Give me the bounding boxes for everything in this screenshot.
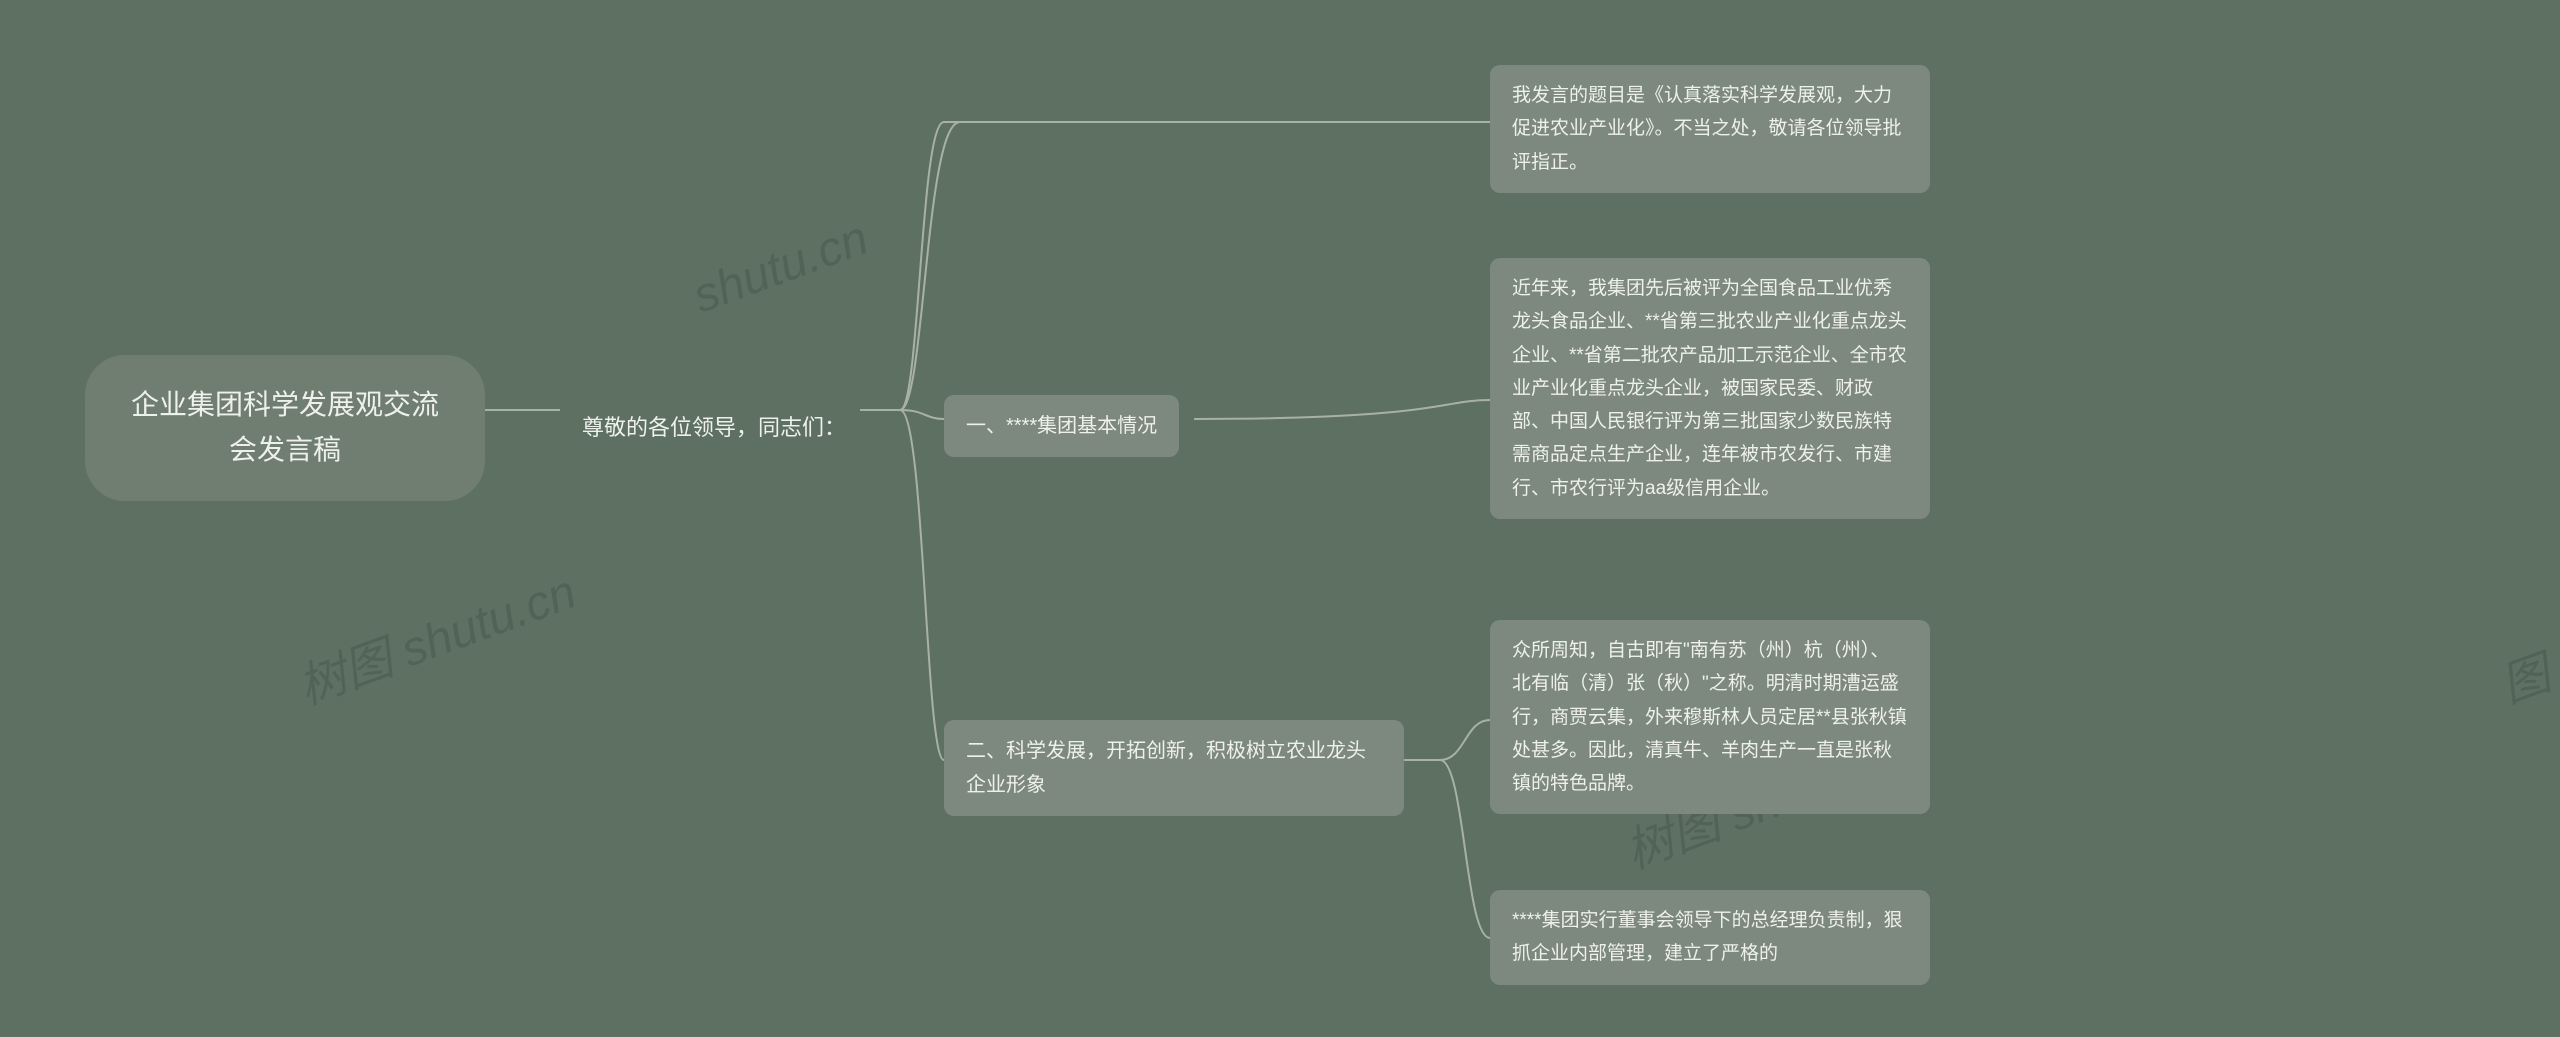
node-text: 众所周知，自古即有"南有苏（州）杭（州）、北有临（清）张（秋）"之称。明清时期漕…: [1512, 640, 1907, 794]
root-line1: 企业集团科学发展观交流: [131, 389, 439, 420]
watermark: 图: [2489, 634, 2558, 716]
leaf-history[interactable]: 众所周知，自古即有"南有苏（州）杭（州）、北有临（清）张（秋）"之称。明清时期漕…: [1490, 620, 1930, 814]
node-text: 近年来，我集团先后被评为全国食品工业优秀龙头食品企业、**省第三批农业产业化重点…: [1512, 278, 1907, 499]
connector-layer: [0, 0, 2560, 1037]
node-section-1[interactable]: 一、****集团基本情况: [944, 395, 1179, 457]
node-greeting[interactable]: 尊敬的各位领导，同志们：: [560, 395, 868, 460]
node-section-2[interactable]: 二、科学发展，开拓创新，积极树立农业龙头企业形象: [944, 720, 1404, 816]
watermark: shutu.cn: [686, 211, 875, 325]
leaf-intro[interactable]: 我发言的题目是《认真落实科学发展观，大力促进农业产业化》。不当之处，敬请各位领导…: [1490, 65, 1930, 193]
leaf-governance[interactable]: ****集团实行董事会领导下的总经理负责制，狠抓企业内部管理，建立了严格的: [1490, 890, 1930, 985]
leaf-awards[interactable]: 近年来，我集团先后被评为全国食品工业优秀龙头食品企业、**省第三批农业产业化重点…: [1490, 258, 1930, 519]
watermark: 树图 shutu.cn: [287, 552, 584, 717]
root-line2: 会发言稿: [229, 434, 341, 465]
node-text: 尊敬的各位领导，同志们：: [582, 415, 846, 440]
node-text: ****集团实行董事会领导下的总经理负责制，狠抓企业内部管理，建立了严格的: [1512, 910, 1903, 964]
node-text: 一、****集团基本情况: [966, 415, 1157, 437]
node-text: 我发言的题目是《认真落实科学发展观，大力促进农业产业化》。不当之处，敬请各位领导…: [1512, 85, 1902, 173]
mindmap-root[interactable]: 企业集团科学发展观交流 会发言稿: [85, 355, 485, 501]
node-text: 二、科学发展，开拓创新，积极树立农业龙头企业形象: [966, 740, 1366, 796]
